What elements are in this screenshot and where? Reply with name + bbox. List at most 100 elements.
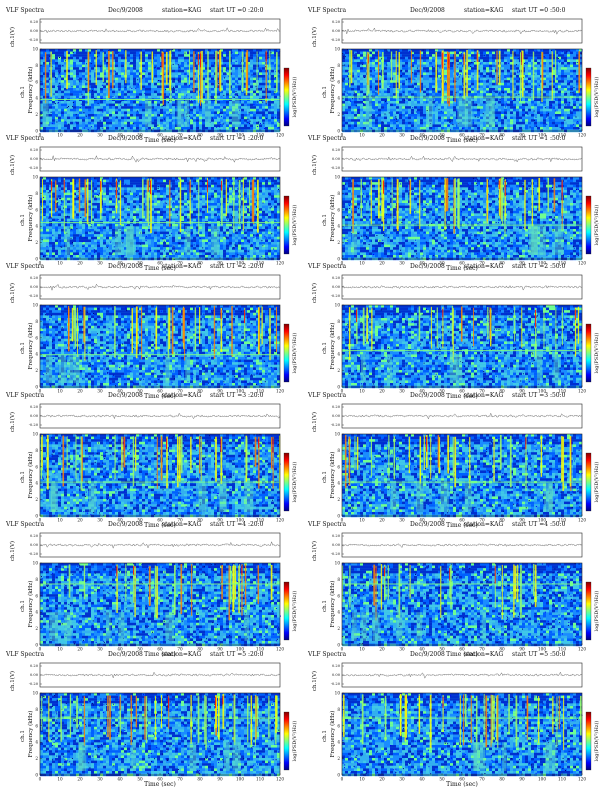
spectrogram-cell xyxy=(525,93,528,96)
spectrogram-cell xyxy=(61,111,64,114)
spectrogram-cell xyxy=(58,88,61,91)
spectrogram-cell xyxy=(274,59,277,62)
spectrogram-speckle xyxy=(108,50,110,52)
spectrogram-cell xyxy=(459,98,462,101)
spectrogram-cell xyxy=(82,116,85,120)
spectrogram-cell xyxy=(414,111,417,114)
spectrogram-cell xyxy=(549,51,552,55)
spectrogram-cell xyxy=(558,75,561,78)
spectrogram-cell xyxy=(178,77,181,81)
spectrogram-cell xyxy=(208,124,211,127)
spectrogram-cell xyxy=(190,90,193,94)
spectrogram-cell xyxy=(217,114,220,117)
spectrogram-cell xyxy=(73,124,76,127)
spectrogram-cell xyxy=(178,95,181,99)
spectrogram-cell xyxy=(133,103,136,107)
spectrogram-cell xyxy=(354,106,357,109)
spectrogram-cell xyxy=(414,64,417,68)
spectrogram-cell xyxy=(172,49,175,52)
spectrogram-cell xyxy=(345,59,348,62)
spectrogram-cell xyxy=(178,108,181,112)
spectrogram-cell xyxy=(223,54,226,57)
spectrogram-cell xyxy=(354,88,357,91)
spectrogram-cell xyxy=(145,82,148,86)
spectrogram-cell xyxy=(534,93,537,96)
spectrogram-cell xyxy=(450,54,453,57)
spectrogram-cell xyxy=(172,85,175,88)
spectrogram-cell xyxy=(109,88,112,91)
spectrogram-cell xyxy=(79,77,82,81)
spectrogram-cell xyxy=(345,82,348,86)
spectrogram-cell xyxy=(399,111,402,114)
spectrogram-cell xyxy=(172,77,175,81)
spectrogram-cell xyxy=(91,93,94,96)
spectrogram-cell xyxy=(64,101,67,104)
spectrogram-cell xyxy=(561,88,564,91)
spectrogram-cell xyxy=(88,77,91,81)
spectrogram-cell xyxy=(265,108,268,112)
spectrogram-cell xyxy=(546,77,549,81)
spectrogram-cell xyxy=(342,98,345,101)
spectrogram-cell xyxy=(127,101,130,104)
spectrogram-cell xyxy=(76,69,79,73)
spectrogram-cell xyxy=(411,75,414,78)
spectrogram-cell xyxy=(492,49,495,52)
spectrogram-cell xyxy=(226,90,229,94)
spectrogram-cell xyxy=(46,103,49,107)
spectrogram-cell xyxy=(130,67,133,70)
spectrogram-cell xyxy=(238,77,241,81)
spectrogram-cell xyxy=(558,56,561,60)
spectrogram-cell xyxy=(202,51,205,55)
spectrogram-cell xyxy=(501,93,504,96)
spectrogram-cell xyxy=(154,54,157,57)
spectrogram-cell xyxy=(396,93,399,96)
spectrogram-cell xyxy=(372,67,375,70)
spectrogram-cell xyxy=(363,103,366,107)
spectrogram-cell xyxy=(417,114,420,117)
spectrogram-cell xyxy=(118,106,121,109)
spectrogram-cell xyxy=(474,67,477,70)
spectrogram-cell xyxy=(546,67,549,70)
spectrogram-cell xyxy=(408,103,411,107)
spectrogram-speckle xyxy=(160,66,162,67)
spectrogram-cell xyxy=(378,56,381,60)
spectrogram-cell xyxy=(378,98,381,101)
spectrogram-cell xyxy=(67,72,70,75)
spectrogram-cell xyxy=(552,93,555,96)
spectrogram-cell xyxy=(342,101,345,104)
spectrogram-cell xyxy=(543,103,546,107)
spectrogram-cell xyxy=(187,62,190,65)
spectrogram-cell xyxy=(438,69,441,73)
spectrogram-cell xyxy=(372,77,375,81)
spectrogram-cell xyxy=(456,108,459,112)
spectrogram-cell xyxy=(190,101,193,104)
spectrogram-cell xyxy=(217,49,220,52)
spectrogram-cell xyxy=(181,124,184,127)
spectrogram-cell xyxy=(543,88,546,91)
spectrogram-cell xyxy=(94,51,97,55)
spectrogram-cell xyxy=(277,114,280,117)
spectrogram-cell xyxy=(76,64,79,68)
spectrogram-cell xyxy=(564,59,567,62)
spectrogram-cell xyxy=(468,101,471,104)
spectrogram-cell xyxy=(139,116,142,120)
spectrogram-cell xyxy=(205,80,208,83)
spectrogram-cell xyxy=(160,106,163,109)
spectrogram-cell xyxy=(61,80,64,83)
spectrogram-cell xyxy=(106,121,109,125)
spectrogram-speckle xyxy=(182,113,184,115)
spectrogram-cell xyxy=(369,93,372,96)
spectrogram-cell xyxy=(576,88,579,91)
spectrogram-cell xyxy=(142,51,145,55)
spectrogram-cell xyxy=(414,72,417,75)
spectrogram-cell xyxy=(133,75,136,78)
spectrogram-speckle xyxy=(188,129,190,131)
spectrogram-cell xyxy=(184,77,187,81)
spectrogram-cell xyxy=(351,106,354,109)
spectrogram-cell xyxy=(244,51,247,55)
spectrogram-cell xyxy=(43,106,46,109)
spectrogram-cell xyxy=(205,49,208,52)
spectrogram-cell xyxy=(345,72,348,75)
spectrogram-cell xyxy=(357,90,360,94)
spectrogram-cell xyxy=(501,59,504,62)
